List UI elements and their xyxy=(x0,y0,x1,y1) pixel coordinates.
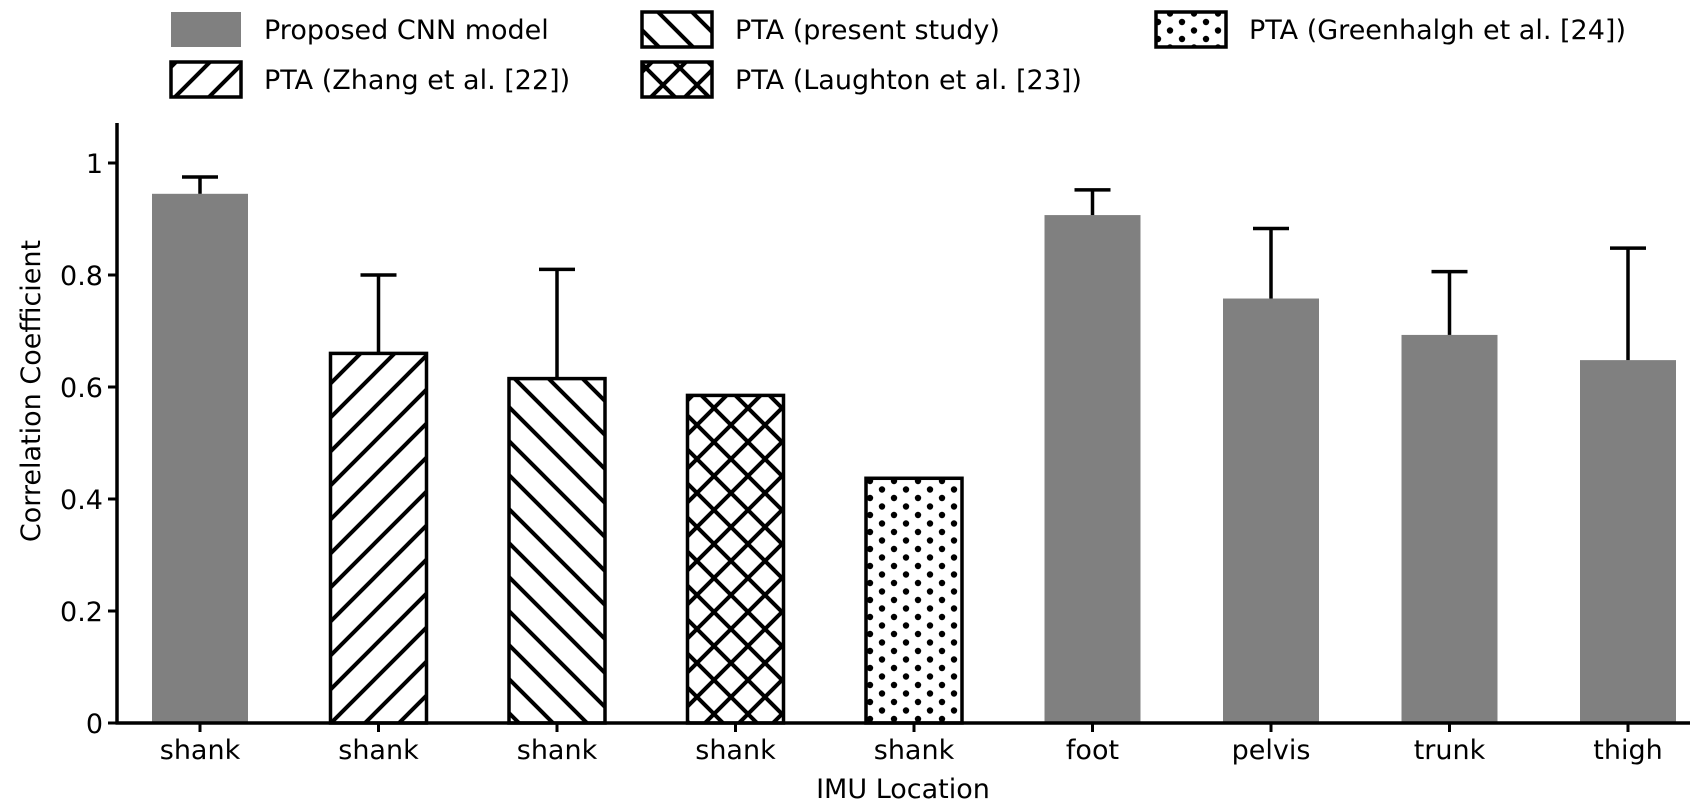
bar-shank-cnn xyxy=(152,193,248,724)
y-tick-label: 0.2 xyxy=(60,597,103,628)
bar-shank-laughton xyxy=(685,393,786,725)
y-axis-title: Correlation Coefficient xyxy=(16,240,47,542)
bar-shank-greenhalgh xyxy=(864,476,964,725)
y-tick-label: 1 xyxy=(86,149,103,180)
legend-swatch-zhang xyxy=(169,60,243,99)
error-bar-shank-cnn xyxy=(182,175,218,194)
bar-foot-cnn xyxy=(1044,215,1141,723)
x-axis-title: IMU Location xyxy=(816,774,990,800)
error-bar-pelvis-cnn xyxy=(1253,226,1289,299)
legend-item-cnn: Proposed CNN model xyxy=(171,12,549,47)
error-bars-layer xyxy=(182,175,1646,379)
legend-item-greenhalgh: PTA (Greenhalgh et al. [24]) xyxy=(1154,10,1626,49)
legend-label-greenhalgh: PTA (Greenhalgh et al. [24]) xyxy=(1249,15,1626,46)
legend: Proposed CNN model PTA (Zhang et al. [22]… xyxy=(169,10,1626,99)
y-tick-label: 0.6 xyxy=(60,373,103,404)
bars-layer xyxy=(152,193,1676,725)
legend-swatch-greenhalgh xyxy=(1154,10,1228,49)
x-tick-label-foot: foot xyxy=(1066,735,1119,766)
x-tick-label-pelvis: pelvis xyxy=(1232,735,1311,766)
y-tick-label: 0.4 xyxy=(60,485,103,516)
x-tick-label-trunk: trunk xyxy=(1414,735,1486,766)
y-tick-label: 0 xyxy=(86,709,103,740)
bar-shank-zhang xyxy=(328,351,429,725)
axes: 00.20.40.60.81 shank shank shank shank shank… xyxy=(60,123,1690,766)
y-tick-label: 0.8 xyxy=(60,261,103,292)
legend-label-laughton: PTA (Laughton et al. [23]) xyxy=(735,65,1082,96)
x-tick-label-thigh: thigh xyxy=(1593,735,1662,766)
legend-label-zhang: PTA (Zhang et al. [22]) xyxy=(264,65,570,96)
legend-item-present: PTA (present study) xyxy=(640,10,1000,49)
legend-swatch-present xyxy=(640,10,714,49)
error-bar-thigh-cnn xyxy=(1610,246,1646,361)
error-bar-trunk-cnn xyxy=(1431,269,1468,335)
x-tick-label-shank: shank xyxy=(517,735,598,766)
y-ticks: 0 0.2 0.4 0.6 0.8 1 xyxy=(60,149,117,740)
x-tick-label-shank: shank xyxy=(874,735,955,766)
legend-label-present: PTA (present study) xyxy=(735,15,1000,46)
legend-item-zhang: PTA (Zhang et al. [22]) xyxy=(169,60,570,99)
x-tick-labels: shank shank shank shank shank foot pelvis trunk… xyxy=(160,723,1663,766)
bar-thigh-cnn xyxy=(1580,360,1676,723)
legend-item-laughton: PTA (Laughton et al. [23]) xyxy=(640,60,1082,99)
bar-trunk-cnn xyxy=(1401,334,1498,723)
x-tick-label-shank: shank xyxy=(160,735,241,766)
bar-pelvis-cnn xyxy=(1223,298,1319,723)
legend-label-cnn: Proposed CNN model xyxy=(264,15,549,46)
x-tick-label-shank: shank xyxy=(338,735,419,766)
error-bar-shank-zhang xyxy=(360,273,397,354)
x-tick-label-shank: shank xyxy=(695,735,776,766)
legend-swatch-cnn xyxy=(171,12,241,47)
legend-swatch-laughton xyxy=(640,60,714,99)
error-bar-foot-cnn xyxy=(1074,188,1111,216)
bar-shank-present xyxy=(507,376,607,725)
error-bar-shank-present xyxy=(539,267,575,379)
